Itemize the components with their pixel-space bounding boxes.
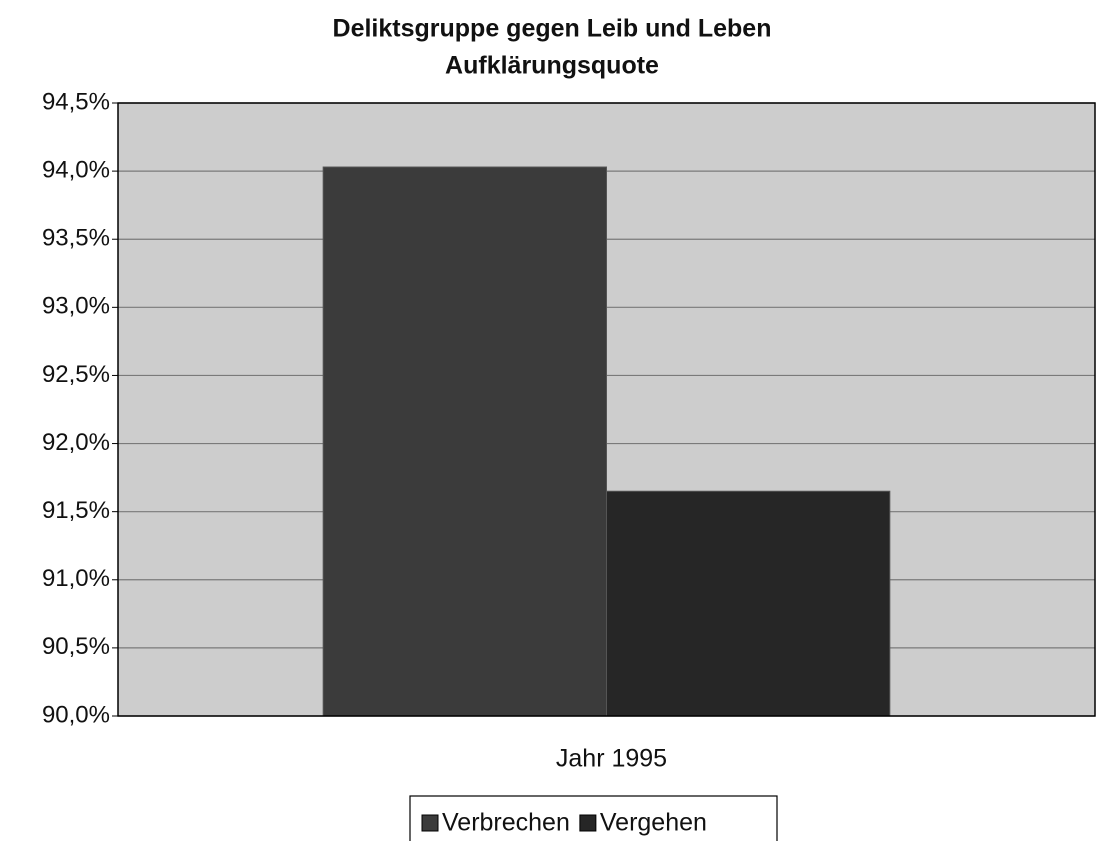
plot-border [117,102,1096,717]
legend-label: Verbrechen [442,809,570,837]
y-tick-label: 93,0% [42,293,110,320]
bar [606,490,891,717]
y-tick-label: 94,5% [42,88,110,115]
y-tick-label: 94,0% [42,156,110,183]
y-tick-label: 91,0% [42,565,110,592]
y-tick-label: 90,0% [42,701,110,728]
chart-title: Aufklärungsquote [445,52,659,80]
y-tick-label: 93,5% [42,225,110,252]
y-tick-label: 91,5% [42,497,110,524]
legend-label: Vergehen [600,809,707,837]
bar [322,166,607,717]
legend-swatch [421,814,439,832]
chart-title: Deliktsgruppe gegen Leib und Leben [333,15,772,43]
y-tick-label: 90,5% [42,633,110,660]
y-tick-label: 92,5% [42,361,110,388]
x-tick-label: Jahr 1995 [556,745,667,773]
y-tick-label: 92,0% [42,429,110,456]
legend-swatch [579,814,597,832]
